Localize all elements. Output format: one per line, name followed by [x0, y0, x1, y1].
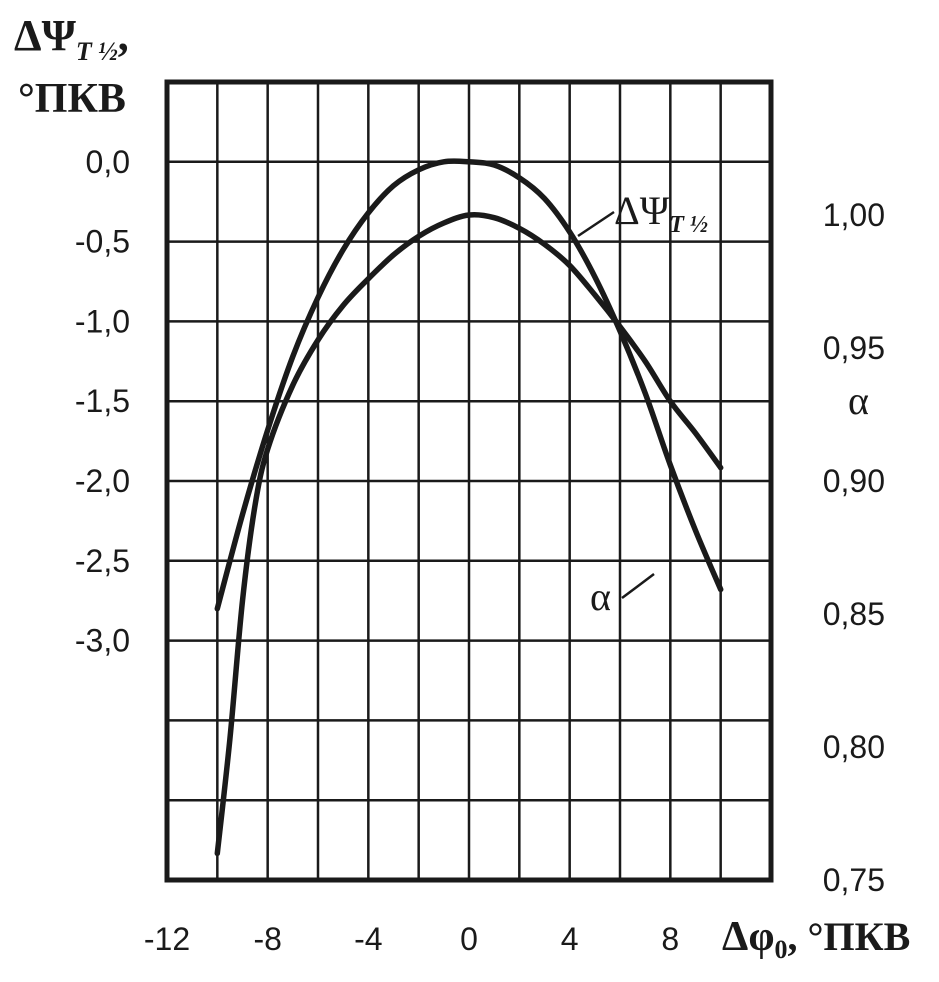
series-leader-delta-psi [577, 210, 615, 238]
y-left-tick-label: -0,5 [75, 224, 130, 260]
y-right-tick-label: 0,85 [823, 596, 885, 632]
y-left-label-sub: T ½ [76, 37, 118, 66]
y-right-tick-label: 0,90 [823, 463, 885, 499]
y-left-label-main: ΔΨ [14, 11, 77, 60]
y-right-tick-label: 1,00 [823, 197, 885, 233]
x-tick-label: 0 [460, 921, 478, 957]
y-left-tick-label: -1,0 [75, 303, 130, 339]
series-label-delta-psi: ΔΨT ½ [614, 188, 708, 238]
series-label-alpha: α [590, 574, 611, 619]
y-left-tick-label: -2,0 [75, 463, 130, 499]
y-right-tick-label: 0,80 [823, 729, 885, 765]
x-tick-label: -12 [144, 921, 190, 957]
y-left-tick-label: -3,0 [75, 623, 130, 659]
series-line-alpha [214, 211, 724, 857]
x-tick-label: 4 [561, 921, 579, 957]
series-label-delta-psi-main: ΔΨ [614, 188, 670, 233]
x-axis-label: Δφ0, °ПКВ [722, 914, 910, 964]
series-leader-alpha [621, 573, 655, 599]
x-label-sub: 0 [775, 935, 788, 964]
x-tick-label: 8 [661, 921, 679, 957]
y-right-tick-label: 0,75 [823, 862, 885, 898]
y-left-tick-label: -2,5 [75, 543, 130, 579]
y-left-label-suffix: , [118, 11, 129, 60]
curves [214, 158, 724, 857]
y-right-tick-label: 0,95 [823, 330, 885, 366]
x-tick-label: -8 [253, 921, 281, 957]
y-left-tick-label: 0,0 [86, 144, 130, 180]
y-left-axis-unit: °ПКВ [18, 76, 126, 122]
plot-frame [164, 79, 774, 883]
y-left-tick-label: -1,5 [75, 383, 130, 419]
series-label-delta-psi-sub: T ½ [669, 212, 708, 238]
x-label-unit: , °ПКВ [788, 914, 911, 959]
series-line-delta-psi [214, 158, 724, 612]
ticks: 0,0 -0,5 -1,0 -1,5 -2,0 -2,5 -3,0 1,00 0,95 0,90 0… [75, 144, 885, 957]
y-right-axis-label: α [848, 378, 869, 423]
y-left-axis-label: ΔΨT ½, [14, 11, 129, 66]
x-label-main: Δφ [722, 914, 775, 960]
x-tick-label: -4 [354, 921, 382, 957]
